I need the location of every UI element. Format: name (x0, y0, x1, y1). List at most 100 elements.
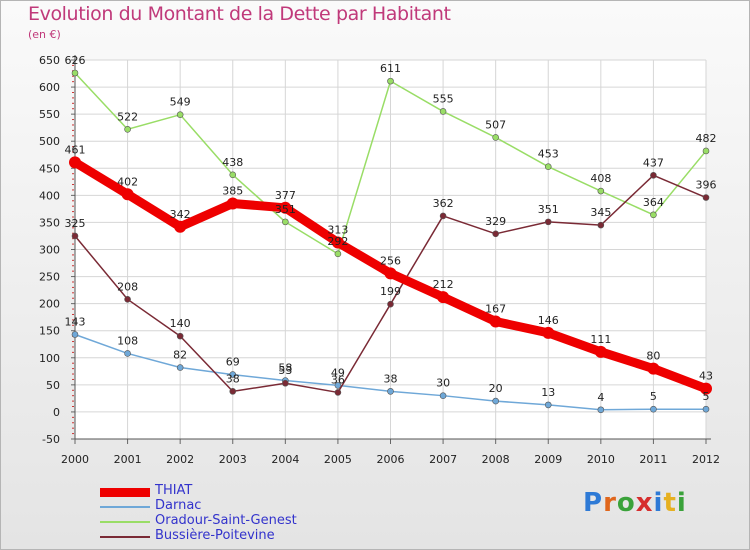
data-point-thiat (174, 220, 187, 233)
data-point-oradour-saint-genest (124, 126, 131, 133)
data-label-darnac: 69 (226, 356, 240, 369)
legend-label: Oradour-Saint-Genest (155, 513, 297, 528)
logo-letter: i (676, 488, 687, 518)
data-point-oradour-saint-genest (229, 171, 237, 179)
logo-letter: P (583, 488, 604, 518)
x-tick-label: 2007 (429, 453, 457, 466)
data-label-thiat: 342 (170, 208, 191, 221)
data-point-bussi-re-poitevine (597, 221, 605, 229)
data-label-thiat: 43 (699, 370, 713, 383)
data-label-darnac: 4 (597, 391, 604, 404)
x-tick-label: 2009 (534, 453, 562, 466)
data-point-darnac (334, 382, 342, 389)
data-point-oradour-saint-genest (492, 134, 499, 141)
data-label-darnac: 82 (173, 349, 187, 362)
logo-letter: r (603, 488, 617, 518)
x-tick-label: 2011 (639, 453, 667, 466)
data-point-thiat (226, 197, 239, 210)
data-point-oradour-saint-genest (282, 218, 289, 226)
data-label-bussi-re-poitevine: 38 (226, 372, 240, 385)
data-label-bussi-re-poitevine: 437 (643, 156, 664, 169)
legend-swatch (100, 521, 150, 523)
data-point-darnac (229, 371, 237, 378)
data-label-bussi-re-poitevine: 396 (696, 179, 717, 192)
data-label-oradour-saint-genest: 351 (275, 203, 296, 216)
data-point-thiat (331, 236, 344, 249)
legend-swatch (100, 487, 150, 497)
data-point-bussi-re-poitevine (492, 230, 499, 238)
data-point-oradour-saint-genest (650, 211, 657, 219)
data-point-darnac (492, 397, 499, 405)
data-label-thiat: 212 (433, 278, 454, 291)
data-point-oradour-saint-genest (387, 77, 394, 85)
x-tick-label: 2004 (271, 453, 299, 466)
data-point-thiat (69, 156, 81, 169)
data-label-thiat: 167 (485, 303, 506, 316)
y-tick-label: 550 (39, 108, 60, 121)
data-label-bussi-re-poitevine: 53 (278, 364, 292, 377)
data-label-oradour-saint-genest: 507 (485, 118, 506, 131)
logo-letter: i (653, 488, 664, 518)
y-tick-label: 650 (39, 54, 60, 67)
data-label-bussi-re-poitevine: 362 (433, 197, 454, 210)
x-tick-label: 2001 (114, 453, 142, 466)
data-point-thiat (542, 326, 555, 339)
data-point-bussi-re-poitevine (387, 300, 394, 308)
legend-label: THIAT (155, 483, 193, 498)
data-label-oradour-saint-genest: 364 (643, 196, 664, 209)
data-label-darnac: 143 (65, 316, 86, 329)
data-point-thiat (489, 315, 502, 328)
data-point-darnac (71, 331, 79, 338)
y-tick-label: 200 (39, 298, 60, 311)
y-tick-label: 400 (39, 189, 60, 202)
data-label-oradour-saint-genest: 453 (538, 148, 559, 161)
data-label-thiat: 256 (380, 254, 401, 267)
data-point-oradour-saint-genest (597, 187, 605, 195)
data-point-darnac (702, 405, 710, 413)
data-label-darnac: 13 (541, 386, 555, 399)
data-point-darnac (176, 364, 184, 371)
x-tick-label: 2012 (692, 453, 720, 466)
y-tick-label: 250 (39, 271, 60, 284)
data-point-darnac (387, 388, 394, 395)
data-label-thiat: 313 (327, 223, 348, 236)
data-label-oradour-saint-genest: 626 (65, 54, 86, 67)
y-tick-label: 100 (39, 352, 60, 365)
y-tick-label: 0 (53, 406, 60, 419)
data-label-bussi-re-poitevine: 351 (538, 203, 559, 216)
data-label-darnac: 30 (436, 377, 450, 390)
data-point-bussi-re-poitevine (544, 218, 552, 226)
data-point-thiat (647, 362, 660, 375)
x-tick-label: 2006 (377, 453, 405, 466)
data-point-darnac (650, 405, 657, 413)
data-label-oradour-saint-genest: 555 (433, 92, 454, 105)
data-point-oradour-saint-genest (439, 108, 447, 115)
data-label-bussi-re-poitevine: 345 (590, 206, 611, 219)
data-point-bussi-re-poitevine (282, 379, 289, 387)
logo-letter: o (616, 488, 636, 518)
data-point-thiat (700, 382, 712, 395)
data-label-bussi-re-poitevine: 36 (331, 373, 345, 386)
y-tick-label: 600 (39, 81, 60, 94)
legend-label: Bussière-Poitevine (155, 528, 275, 543)
x-tick-label: 2003 (219, 453, 247, 466)
data-point-bussi-re-poitevine (439, 212, 447, 220)
data-label-thiat: 111 (590, 333, 611, 346)
data-point-darnac (544, 401, 552, 409)
data-label-darnac: 20 (489, 382, 503, 395)
x-tick-label: 2002 (166, 453, 194, 466)
data-point-bussi-re-poitevine (650, 172, 657, 179)
data-point-thiat (121, 188, 134, 201)
data-point-bussi-re-poitevine (229, 388, 237, 395)
data-label-darnac: 5 (703, 390, 710, 403)
y-tick-label: 500 (39, 135, 60, 148)
data-label-oradour-saint-genest: 292 (327, 235, 348, 248)
y-tick-label: 450 (39, 162, 60, 175)
proxiti-logo: Proxiti (583, 488, 687, 518)
data-point-darnac (439, 392, 447, 399)
data-label-thiat: 402 (117, 175, 138, 188)
data-label-thiat: 377 (275, 189, 296, 202)
data-point-oradour-saint-genest (334, 250, 342, 258)
data-point-bussi-re-poitevine (71, 232, 79, 240)
